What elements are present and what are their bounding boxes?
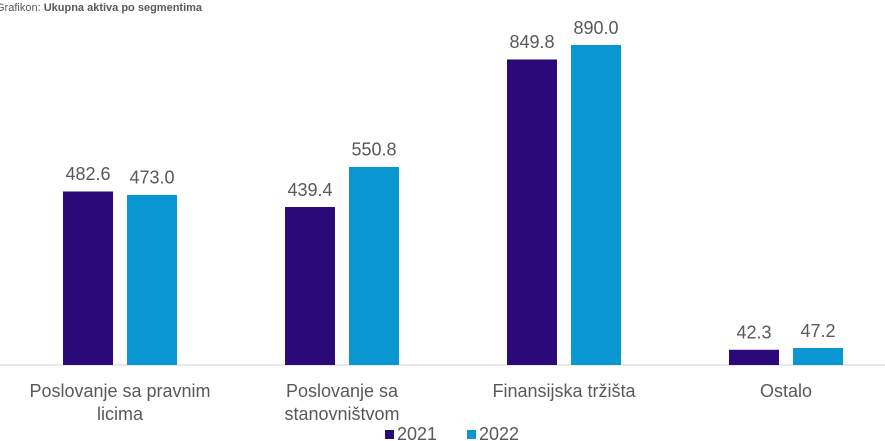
x-tick-label: licima [97,404,144,424]
bar [507,59,557,366]
x-tick-label: Poslovanje sa [286,381,399,401]
value-label: 849.8 [509,32,554,52]
x-tick-label: Ostalo [760,381,812,401]
bar [729,349,779,365]
value-label: 47.2 [800,321,835,341]
bar [571,45,621,365]
x-tick-label: Finansijska tržišta [492,381,636,401]
legend-label: 2021 [397,424,437,441]
value-label: 473.0 [129,168,174,188]
value-label: 439.4 [287,180,332,200]
chart-title: Grafikon: Ukupna aktiva po segmentima [0,2,203,14]
value-label: 482.6 [65,164,110,184]
bar [285,207,335,365]
x-tick-label: stanovništvom [284,404,399,424]
legend-swatch [385,430,394,439]
bar [793,348,843,365]
bar [349,166,399,365]
legend-swatch [467,430,476,439]
bar [127,194,177,365]
value-label: 890.0 [573,18,618,38]
value-label: 550.8 [351,140,396,160]
value-label: 42.3 [736,323,771,343]
title-label: Grafikon: [0,2,41,14]
x-tick-label: Poslovanje sa pravnim [29,381,210,401]
bar [63,191,113,365]
legend-label: 2022 [479,424,519,441]
title-text: Ukupna aktiva po segmentima [44,2,203,14]
